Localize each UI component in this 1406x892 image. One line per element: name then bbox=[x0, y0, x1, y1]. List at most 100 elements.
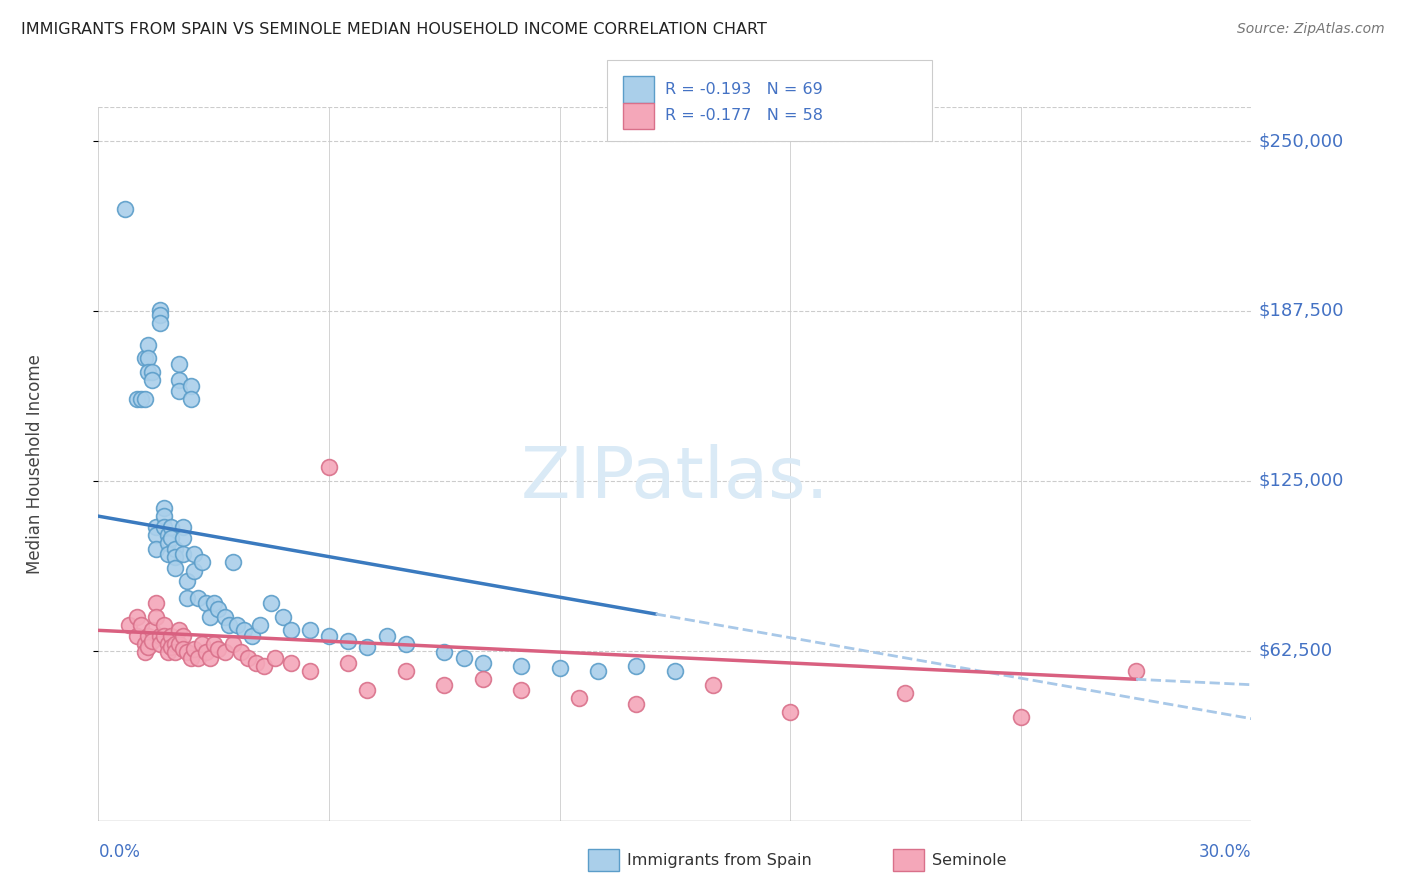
Point bbox=[156, 637, 179, 651]
Text: $250,000: $250,000 bbox=[1258, 132, 1344, 150]
Point bbox=[167, 357, 190, 371]
Point bbox=[183, 564, 205, 578]
Point bbox=[375, 629, 398, 643]
Point bbox=[165, 541, 187, 556]
Text: $187,500: $187,500 bbox=[1258, 301, 1344, 320]
Point bbox=[626, 658, 648, 673]
Point bbox=[198, 609, 221, 624]
Text: $62,500: $62,500 bbox=[1258, 641, 1333, 660]
Point bbox=[568, 691, 591, 706]
Point bbox=[202, 596, 225, 610]
Point bbox=[152, 509, 174, 524]
Point bbox=[172, 629, 194, 643]
Point bbox=[233, 624, 256, 638]
Point bbox=[180, 650, 202, 665]
Point bbox=[160, 520, 183, 534]
Point bbox=[471, 656, 494, 670]
Point bbox=[280, 656, 302, 670]
Point bbox=[264, 650, 287, 665]
Point bbox=[129, 618, 152, 632]
Point bbox=[145, 609, 167, 624]
Point bbox=[152, 629, 174, 643]
Point bbox=[165, 561, 187, 575]
Point bbox=[176, 591, 198, 605]
Point bbox=[172, 547, 194, 561]
Point bbox=[626, 697, 648, 711]
Point bbox=[138, 629, 160, 643]
Point bbox=[141, 373, 163, 387]
Point bbox=[202, 637, 225, 651]
Point bbox=[229, 645, 252, 659]
Point bbox=[149, 308, 172, 322]
Point bbox=[141, 624, 163, 638]
Point bbox=[198, 650, 221, 665]
Point bbox=[187, 650, 209, 665]
Text: 0.0%: 0.0% bbox=[98, 843, 141, 861]
Point bbox=[548, 661, 571, 675]
Point bbox=[172, 531, 194, 545]
Point bbox=[471, 673, 494, 687]
Point bbox=[149, 302, 172, 317]
Point bbox=[165, 645, 187, 659]
Point bbox=[238, 650, 260, 665]
Point bbox=[779, 705, 801, 719]
Point bbox=[160, 629, 183, 643]
Point bbox=[222, 555, 245, 569]
Text: IMMIGRANTS FROM SPAIN VS SEMINOLE MEDIAN HOUSEHOLD INCOME CORRELATION CHART: IMMIGRANTS FROM SPAIN VS SEMINOLE MEDIAN… bbox=[21, 22, 766, 37]
Point bbox=[141, 634, 163, 648]
Point bbox=[433, 645, 456, 659]
Point bbox=[165, 549, 187, 564]
Point bbox=[134, 645, 156, 659]
Point bbox=[298, 664, 321, 678]
Point bbox=[510, 683, 533, 698]
Point bbox=[138, 365, 160, 379]
Point bbox=[167, 384, 190, 398]
Point bbox=[218, 618, 240, 632]
Point bbox=[191, 637, 214, 651]
Text: R = -0.193   N = 69: R = -0.193 N = 69 bbox=[665, 82, 823, 96]
Point bbox=[160, 640, 183, 654]
Point bbox=[114, 202, 136, 216]
Point bbox=[183, 642, 205, 657]
Point bbox=[245, 656, 267, 670]
Point bbox=[271, 609, 294, 624]
Point bbox=[702, 678, 724, 692]
Point bbox=[152, 618, 174, 632]
Point bbox=[180, 378, 202, 392]
Point bbox=[337, 634, 360, 648]
Point bbox=[172, 520, 194, 534]
Point bbox=[207, 642, 229, 657]
Point bbox=[195, 645, 218, 659]
Point bbox=[318, 460, 340, 475]
Point bbox=[125, 629, 148, 643]
Point bbox=[260, 596, 283, 610]
Point bbox=[145, 520, 167, 534]
Point bbox=[156, 645, 179, 659]
Point bbox=[356, 640, 378, 654]
Point bbox=[141, 365, 163, 379]
Point bbox=[149, 629, 172, 643]
Point bbox=[152, 520, 174, 534]
Point bbox=[240, 629, 263, 643]
Point bbox=[176, 574, 198, 589]
Text: 30.0%: 30.0% bbox=[1199, 843, 1251, 861]
Point bbox=[176, 645, 198, 659]
Point bbox=[156, 528, 179, 542]
Point bbox=[207, 601, 229, 615]
Point bbox=[298, 624, 321, 638]
Point bbox=[156, 547, 179, 561]
Point bbox=[118, 618, 141, 632]
Point bbox=[433, 678, 456, 692]
Point bbox=[395, 664, 418, 678]
Point bbox=[356, 683, 378, 698]
Point bbox=[225, 618, 247, 632]
Point bbox=[195, 596, 218, 610]
Text: ZIPatlas.: ZIPatlas. bbox=[520, 443, 830, 513]
Point bbox=[187, 591, 209, 605]
Point bbox=[214, 609, 236, 624]
Point bbox=[586, 664, 609, 678]
Point bbox=[253, 658, 276, 673]
Point bbox=[183, 547, 205, 561]
Point bbox=[510, 658, 533, 673]
Point bbox=[894, 686, 917, 700]
